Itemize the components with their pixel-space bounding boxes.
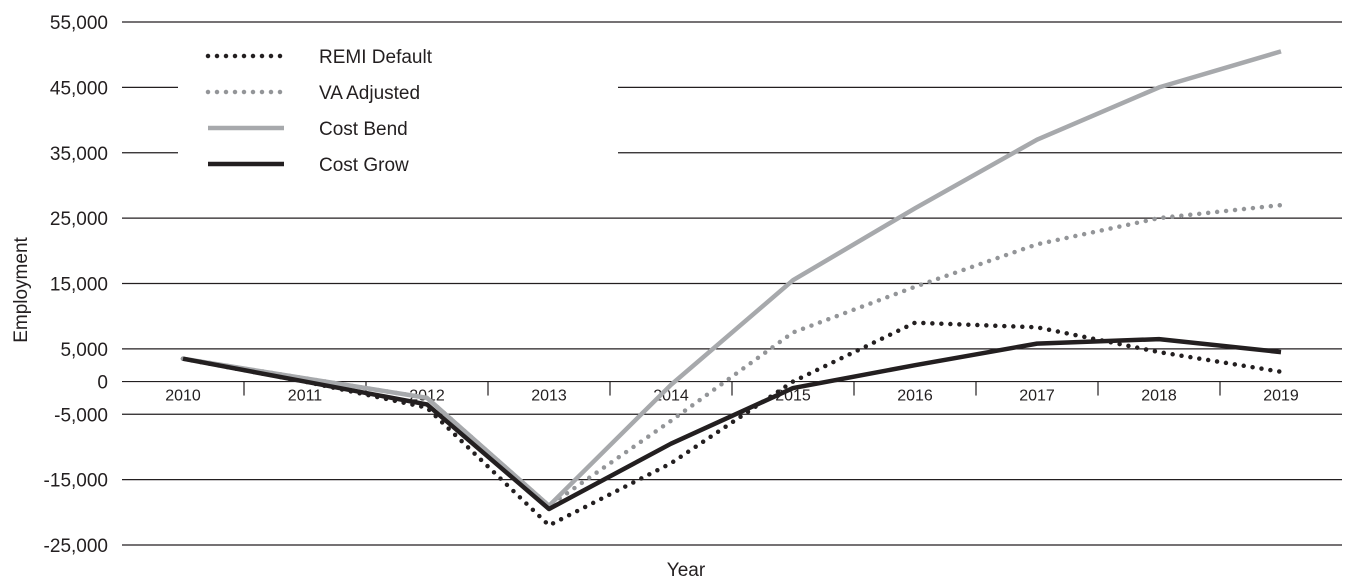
- y-tick-label: 35,000: [50, 144, 108, 165]
- series-line-remi-default: [180, 320, 1284, 528]
- y-axis-title: Employment: [11, 236, 32, 342]
- series-line-va-adjusted: [180, 202, 1284, 509]
- y-tick-label: -5,000: [54, 405, 108, 426]
- y-tick-label: -15,000: [44, 471, 108, 492]
- x-axis-title: Year: [667, 560, 706, 581]
- legend-background: [178, 30, 618, 212]
- y-axis-ticks: 55,000 45,000 35,000 25,000 15,000 5,000 0 -5,0…: [44, 13, 108, 557]
- y-tick-label: 15,000: [50, 275, 108, 296]
- y-tick-label: -25,000: [44, 536, 108, 557]
- y-tick-label: 45,000: [50, 78, 108, 99]
- series-line-cost-grow: [182, 336, 1282, 512]
- y-tick-label: 5,000: [60, 340, 108, 361]
- x-tick-label: 2011: [288, 388, 323, 405]
- legend-label: REMI Default: [319, 47, 433, 68]
- y-tick-label: 0: [97, 373, 108, 394]
- series-lines: [180, 49, 1284, 528]
- x-tick-label: 2019: [1263, 388, 1299, 405]
- legend-label: VA Adjusted: [319, 83, 420, 104]
- x-tick-label: 2018: [1141, 388, 1177, 405]
- y-tick-label: 25,000: [50, 209, 108, 230]
- legend-label: Cost Grow: [319, 155, 409, 176]
- legend-label: Cost Bend: [319, 119, 408, 140]
- legend: REMI Default VA Adjusted Cost Bend Cost Gro…: [205, 47, 433, 176]
- x-tick-label: 2016: [897, 388, 933, 405]
- x-tick-label: 2010: [165, 388, 201, 405]
- x-tick-label: 2017: [1019, 388, 1055, 405]
- x-tick-label: 2013: [531, 388, 567, 405]
- y-tick-label: 55,000: [50, 13, 108, 34]
- series-line-cost-bend: [182, 49, 1282, 509]
